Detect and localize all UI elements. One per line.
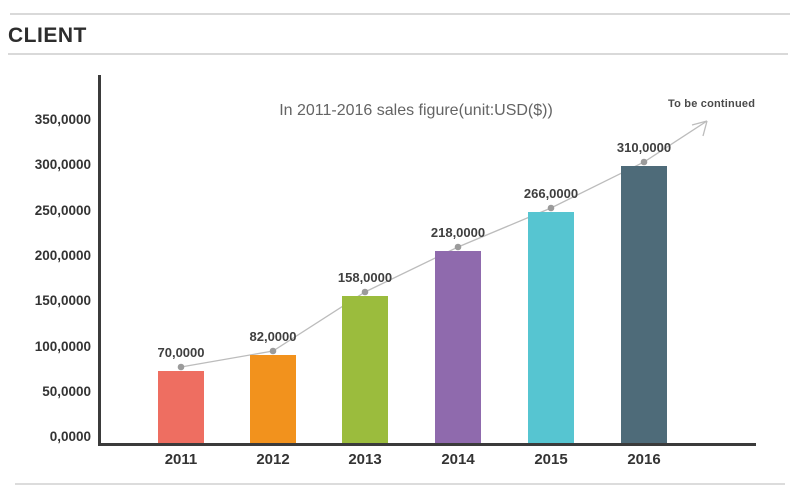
bar-2013 <box>342 296 388 443</box>
arrowhead-icon <box>702 120 708 137</box>
bar-value-label: 158,0000 <box>337 270 393 285</box>
trend-marker <box>454 243 462 251</box>
bar-value-label: 82,0000 <box>249 329 297 344</box>
header-divider <box>8 53 788 55</box>
bar-2011 <box>158 371 204 443</box>
bar-value-label: 70,0000 <box>157 345 205 360</box>
x-tick-label: 2012 <box>256 451 290 468</box>
y-tick-label: 100,0000 <box>34 338 91 354</box>
footer-divider <box>15 483 785 485</box>
y-tick-label: 300,0000 <box>34 157 91 173</box>
bar-2014 <box>435 251 481 443</box>
y-tick-label: 350,0000 <box>34 112 91 127</box>
bar-value-label: 218,0000 <box>430 225 486 240</box>
trend-marker <box>361 288 369 296</box>
x-tick-label: 2013 <box>348 451 382 468</box>
x-tick-label: 2015 <box>534 451 568 468</box>
x-axis <box>98 443 756 446</box>
x-tick-label: 2014 <box>441 451 475 468</box>
y-tick-label: 200,0000 <box>34 247 91 263</box>
bar-2012 <box>250 355 296 443</box>
y-tick-label: 150,0000 <box>34 293 91 309</box>
chart-title: In 2011-2016 sales figure(unit:USD($)) <box>279 102 553 119</box>
to-be-continued-label: To be continued <box>668 98 756 110</box>
top-divider <box>10 13 790 15</box>
y-tick-label: 50,0000 <box>42 383 91 399</box>
x-tick-label: 2011 <box>164 451 198 468</box>
trend-marker <box>177 363 185 371</box>
trend-marker <box>269 347 277 355</box>
trend-marker <box>640 158 648 166</box>
y-axis <box>98 75 101 446</box>
arrowhead-icon <box>691 120 708 126</box>
y-tick-label: 250,0000 <box>34 202 91 218</box>
page-title: CLIENT <box>8 24 87 47</box>
bar-value-label: 266,0000 <box>523 186 579 201</box>
x-tick-label: 2016 <box>627 451 661 468</box>
bar-2015 <box>528 212 574 443</box>
y-tick-label: 0,0000 <box>49 429 91 445</box>
bar-2016 <box>621 166 667 443</box>
bar-value-label: 310,0000 <box>616 140 672 155</box>
trend-marker <box>547 204 555 212</box>
